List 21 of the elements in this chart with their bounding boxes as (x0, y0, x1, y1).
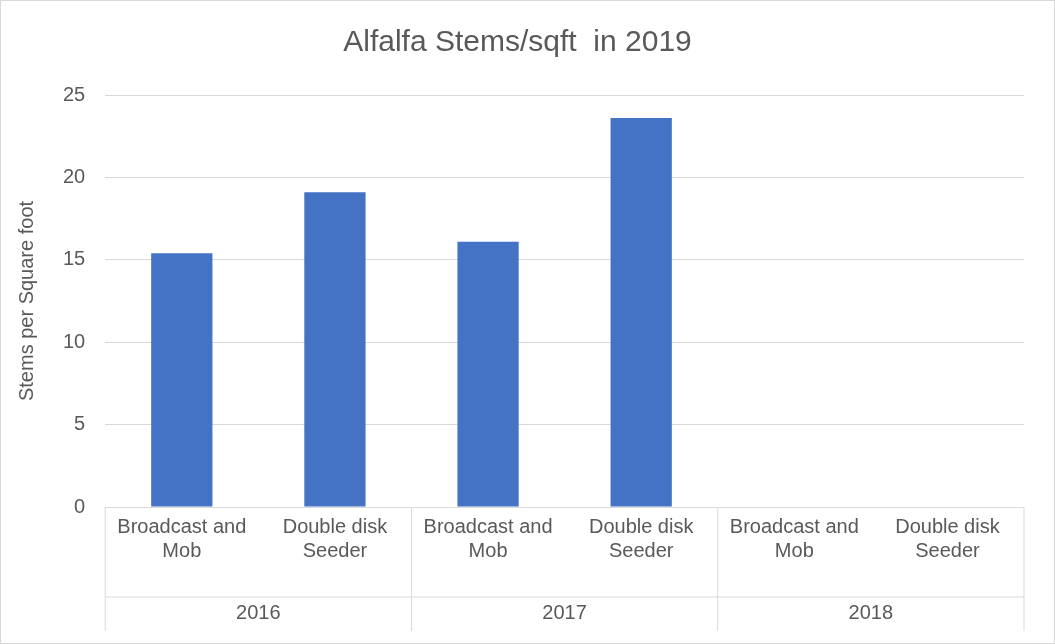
x-tick-label: Broadcast and Mob (423, 514, 553, 561)
y-tick-label: 20 (63, 164, 86, 187)
y-axis-title: Stems per Square foot (14, 200, 37, 402)
text: 2018 (848, 600, 894, 623)
x-tick-label: Broadcast and Mob (729, 514, 859, 561)
text: 2017 (542, 600, 587, 623)
y-tick-label: 25 (63, 82, 86, 105)
chart-title: Alfalfa Stems/sqft in 2019 (343, 24, 692, 58)
y-tick-label: 0 (74, 494, 86, 517)
y-tick-label: 5 (74, 412, 86, 435)
x-tick-label: Double disk Seeder (895, 514, 1001, 561)
text: 2016 (236, 600, 281, 623)
bar (151, 253, 213, 507)
x-tick-label: Double disk Seeder (282, 514, 389, 561)
y-tick-label: 10 (63, 329, 86, 352)
x-tick-label: Double disk Seeder (588, 514, 695, 561)
bar (304, 192, 366, 507)
bar (610, 118, 672, 507)
x-tick-label: Broadcast and Mob (117, 514, 247, 561)
bar (457, 241, 519, 507)
y-tick-label: 15 (63, 247, 86, 270)
